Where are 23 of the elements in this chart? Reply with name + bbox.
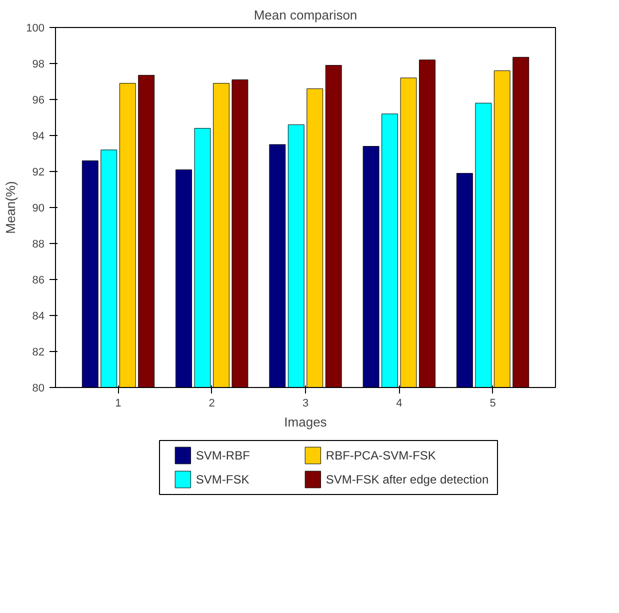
y-tick-label: 92 bbox=[32, 166, 45, 178]
x-tick-label: 1 bbox=[115, 398, 122, 410]
x-tick-label: 4 bbox=[396, 398, 402, 410]
y-tick-label: 86 bbox=[32, 274, 45, 286]
y-tick-label: 100 bbox=[26, 22, 45, 34]
legend-label: SVM-FSK bbox=[196, 472, 250, 486]
y-axis-title: Mean(%) bbox=[3, 181, 18, 234]
y-tick-label: 94 bbox=[32, 130, 45, 142]
x-axis-title: Images bbox=[284, 414, 328, 430]
y-tick-label: 90 bbox=[32, 202, 45, 214]
y-tick-label: 98 bbox=[32, 58, 45, 70]
legend-label: SVM-RBF bbox=[196, 448, 250, 462]
x-tick-label: 2 bbox=[208, 398, 215, 410]
x-tick-label: 3 bbox=[302, 398, 309, 410]
y-tick-label: 88 bbox=[32, 238, 45, 250]
legend-label: SVM-FSK after edge detection bbox=[326, 472, 489, 486]
legend-label: RBF-PCA-SVM-FSK bbox=[326, 448, 436, 462]
x-tick-label: 5 bbox=[490, 398, 496, 410]
chart-title: Mean comparison bbox=[254, 8, 358, 22]
y-tick-label: 96 bbox=[32, 94, 45, 106]
y-tick-label: 84 bbox=[32, 310, 45, 322]
y-tick-label: 82 bbox=[32, 346, 45, 358]
y-tick-label: 80 bbox=[32, 382, 45, 394]
